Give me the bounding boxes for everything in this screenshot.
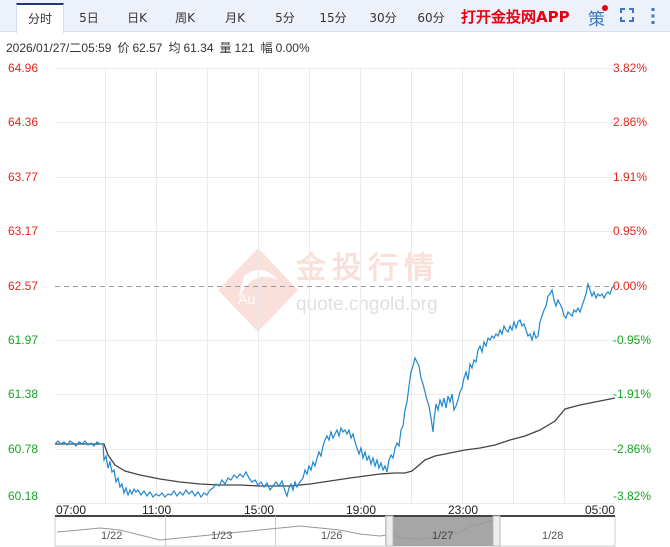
y-left-tick: 60.78 — [8, 442, 39, 456]
y-right-tick: -3.82% — [613, 489, 652, 503]
x-tick: 11:00 — [142, 503, 172, 517]
y-right-tick: -2.86% — [613, 442, 652, 456]
y-left-tick: 64.96 — [8, 61, 39, 75]
y-right-tick: 3.82% — [613, 61, 648, 75]
tab-monthly-k[interactable]: 月K — [225, 11, 245, 25]
avg-value: 61.34 — [183, 41, 214, 55]
y-left-tick: 60.18 — [8, 489, 39, 503]
y-left-tick: 64.36 — [8, 115, 39, 129]
watermark-text: 金投行情 — [295, 251, 440, 286]
tab-weekly-k[interactable]: 周K — [175, 11, 195, 25]
x-tick: 07:00 — [56, 503, 87, 517]
change-value: 0.00% — [275, 41, 310, 55]
vertical-gridlines — [105, 68, 565, 503]
navigator-date: 1/23 — [211, 530, 233, 542]
quote-info-bar: 2026/01/27/二05:59 价 62.57 均 61.34 量 121 幅 0.00% — [6, 39, 316, 56]
tab-15min[interactable]: 15分 — [319, 11, 347, 25]
fullscreen-icon[interactable] — [620, 8, 634, 22]
notification-dot — [602, 5, 608, 11]
y-left-tick: 61.97 — [8, 333, 39, 347]
watermark-logo: Au — [218, 248, 298, 332]
y-left-tick: 63.17 — [8, 224, 39, 238]
avg-price-line — [55, 397, 616, 487]
tab-60min[interactable]: 60分 — [417, 11, 445, 25]
y-left-tick: 61.38 — [8, 387, 39, 401]
period-tab-bar: 分时 5日 日K 周K 月K 5分 15分 30分 60分 打开金投网APP 策 — [0, 0, 670, 33]
price-label: 价 — [117, 41, 130, 55]
tab-daily-k[interactable]: 日K — [127, 11, 147, 25]
tab-5min[interactable]: 5分 — [275, 11, 295, 25]
more-icon[interactable] — [651, 7, 655, 25]
y-right-tick: -0.95% — [613, 333, 652, 347]
y-right-tick: -1.91% — [613, 387, 652, 401]
navigator-right-handle — [492, 515, 501, 547]
y-left-tick: 63.77 — [8, 170, 39, 184]
navigator-date: 1/28 — [542, 530, 564, 542]
strategy-icon[interactable]: 策 — [588, 10, 605, 30]
change-label: 幅 — [260, 41, 273, 55]
navigator-date: 1/27 — [432, 530, 454, 542]
y-right-tick: 2.86% — [613, 115, 648, 129]
tab-30min[interactable]: 30分 — [369, 11, 397, 25]
navigator-left-handle — [385, 515, 394, 547]
price-line — [54, 281, 615, 499]
x-tick: 23:00 — [448, 503, 479, 517]
x-tick: 19:00 — [346, 503, 377, 517]
y-left-tick: 62.57 — [8, 279, 39, 293]
tab-5day[interactable]: 5日 — [79, 11, 99, 25]
y-right-tick: 1.91% — [613, 170, 648, 184]
volume-value: 121 — [234, 41, 255, 55]
y-right-tick: 0.00% — [613, 279, 648, 293]
volume-label: 量 — [219, 41, 232, 55]
y-right-tick: 0.95% — [613, 224, 648, 238]
x-tick: 15:00 — [244, 503, 275, 517]
avg-label: 均 — [168, 41, 181, 55]
horizontal-gridlines — [55, 68, 615, 504]
quote-datetime: 2026/01/27/二05:59 — [6, 41, 112, 55]
navigator-date: 1/22 — [101, 530, 123, 542]
x-tick: 05:00 — [585, 503, 616, 517]
open-app-link[interactable]: 打开金投网APP — [461, 8, 570, 26]
watermark-url: quote.cngold.org — [296, 294, 438, 315]
price-value: 62.57 — [132, 41, 163, 55]
navigator-date: 1/26 — [321, 530, 343, 542]
tab-intraday[interactable]: 分时 — [16, 3, 64, 33]
svg-text:Au: Au — [238, 291, 255, 307]
